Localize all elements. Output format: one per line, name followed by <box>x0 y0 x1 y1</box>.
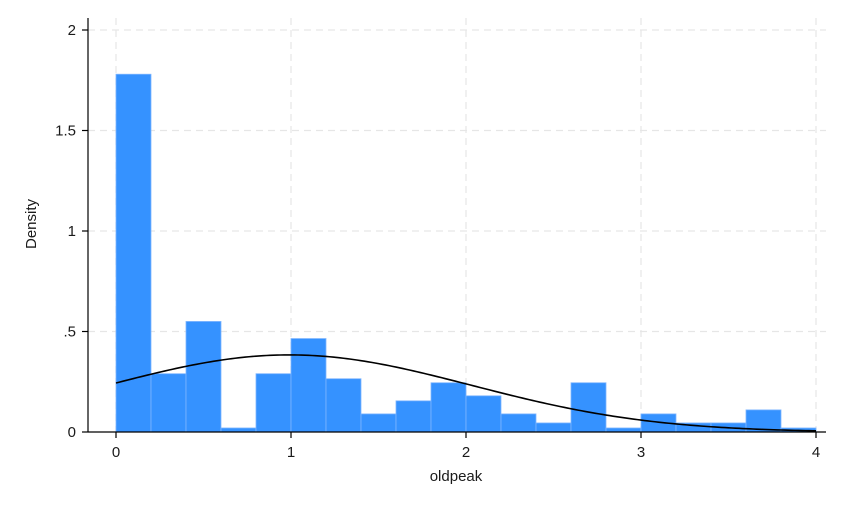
y-tick-label: 1 <box>68 223 76 240</box>
y-tick-label: .5 <box>63 324 76 341</box>
y-axis-title: Density <box>23 198 40 249</box>
histogram-bar <box>570 382 607 433</box>
axes <box>82 18 826 438</box>
histogram-bar <box>605 427 642 433</box>
y-tick-label: 1.5 <box>55 123 76 140</box>
histogram-bar <box>150 373 187 433</box>
density-curve-layer <box>115 354 817 432</box>
histogram-bar <box>465 395 502 433</box>
histogram-bar <box>430 382 467 433</box>
x-tick-label: 0 <box>112 444 120 461</box>
histogram-bar <box>535 422 572 433</box>
y-tick-label: 0 <box>68 424 76 441</box>
histogram-bar <box>500 413 537 433</box>
normal-density-curve <box>115 354 817 432</box>
histogram-bar <box>360 413 397 433</box>
histogram-bar <box>395 400 432 433</box>
x-tick-label: 4 <box>812 444 820 461</box>
histogram-bar <box>220 427 257 433</box>
histogram-bar <box>185 321 222 433</box>
histogram-bar <box>115 73 152 433</box>
histogram-bars <box>115 73 817 433</box>
x-tick-label: 1 <box>287 444 295 461</box>
histogram-bar <box>255 373 292 433</box>
x-tick-label: 2 <box>462 444 470 461</box>
histogram-bar <box>290 338 327 433</box>
gridlines <box>88 18 826 432</box>
x-axis-title: oldpeak <box>430 468 483 485</box>
tick-labels: 0 .5 1 1.5 2 0 1 2 3 4 <box>55 22 820 461</box>
x-tick-label: 3 <box>637 444 645 461</box>
y-tick-label: 2 <box>68 22 76 39</box>
histogram-bar <box>325 378 362 433</box>
